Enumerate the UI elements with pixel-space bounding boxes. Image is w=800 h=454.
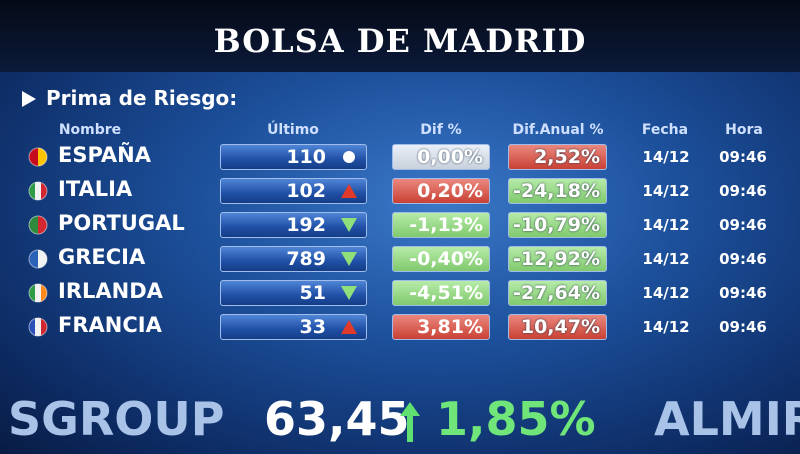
ultimo-value: 102 xyxy=(286,180,326,202)
ultimo-value: 33 xyxy=(299,316,326,338)
ultimo-box: 51 xyxy=(220,280,367,306)
hora: 09:46 xyxy=(719,318,767,336)
trend-icon xyxy=(341,252,357,266)
dif-box: 0,00% xyxy=(392,144,490,170)
trend-icon xyxy=(343,151,355,163)
country-name: FRANCIA xyxy=(58,313,162,337)
fecha: 14/12 xyxy=(642,250,690,268)
dif-value: -4,51% xyxy=(409,282,483,304)
dif-value: -0,40% xyxy=(409,248,483,270)
ticker-right: ALMIR xyxy=(654,392,800,446)
ultimo-box: 102 xyxy=(220,178,367,204)
country-name: GRECIA xyxy=(58,245,146,269)
anual-value: -10,79% xyxy=(512,214,600,236)
flag-icon xyxy=(28,317,48,337)
fecha: 14/12 xyxy=(642,216,690,234)
ultimo-value: 51 xyxy=(299,282,326,304)
column-header: Fecha xyxy=(641,122,689,138)
country-name: ITALIA xyxy=(58,177,133,201)
ultimo-value: 789 xyxy=(286,248,326,270)
dif-value: -1,13% xyxy=(409,214,483,236)
section-arrow xyxy=(22,91,36,107)
header-band xyxy=(0,0,800,72)
ultimo-box: 33 xyxy=(220,314,367,340)
hora: 09:46 xyxy=(719,216,767,234)
hora: 09:46 xyxy=(719,182,767,200)
dif-box: 3,81% xyxy=(392,314,490,340)
trend-icon xyxy=(341,320,357,334)
ultimo-box: 192 xyxy=(220,212,367,238)
anual-value: -12,92% xyxy=(512,248,600,270)
dif-box: -0,40% xyxy=(392,246,490,272)
dif-box: -1,13% xyxy=(392,212,490,238)
ultimo-value: 192 xyxy=(286,214,326,236)
dif-value: 0,00% xyxy=(417,146,483,168)
ticker-left: SGROUP xyxy=(8,392,225,446)
column-header: Nombre xyxy=(58,122,122,138)
ticker: SGROUP 63,45 1,85% ALMIR xyxy=(0,392,800,454)
anual-box: -27,64% xyxy=(508,280,607,306)
anual-box: 2,52% xyxy=(508,144,607,170)
anual-box: -12,92% xyxy=(508,246,607,272)
anual-value: -24,18% xyxy=(512,180,600,202)
ultimo-box: 789 xyxy=(220,246,367,272)
country-name: IRLANDA xyxy=(58,279,163,303)
trend-icon xyxy=(341,184,357,198)
flag-icon xyxy=(28,215,48,235)
flag-icon xyxy=(28,249,48,269)
fecha: 14/12 xyxy=(642,148,690,166)
fecha: 14/12 xyxy=(642,318,690,336)
flag-icon xyxy=(28,147,48,167)
section-title: Prima de Riesgo: xyxy=(46,86,238,110)
column-header: Último xyxy=(267,122,319,138)
hora: 09:46 xyxy=(719,148,767,166)
column-header: Hora xyxy=(725,122,763,138)
hora: 09:46 xyxy=(719,284,767,302)
dif-box: 0,20% xyxy=(392,178,490,204)
ticker-arrow xyxy=(400,402,420,442)
hora: 09:46 xyxy=(719,250,767,268)
fecha: 14/12 xyxy=(642,284,690,302)
anual-value: 10,47% xyxy=(520,316,600,338)
flag-icon xyxy=(28,181,48,201)
ultimo-box: 110 xyxy=(220,144,367,170)
trend-icon xyxy=(341,218,357,232)
column-header: Dif.Anual % xyxy=(512,122,604,138)
flag-icon xyxy=(28,283,48,303)
dif-value: 3,81% xyxy=(417,316,483,338)
ultimo-value: 110 xyxy=(286,146,326,168)
trend-icon xyxy=(341,286,357,300)
anual-box: -10,79% xyxy=(508,212,607,238)
anual-box: 10,47% xyxy=(508,314,607,340)
column-header: Dif % xyxy=(420,122,462,138)
board-title: BOLSA DE MADRID xyxy=(213,22,587,60)
dif-box: -4,51% xyxy=(392,280,490,306)
dif-value: 0,20% xyxy=(417,180,483,202)
fecha: 14/12 xyxy=(642,182,690,200)
anual-value: -27,64% xyxy=(512,282,600,304)
country-name: ESPAÑA xyxy=(58,143,152,167)
anual-box: -24,18% xyxy=(508,178,607,204)
ticker-price: 63,45 xyxy=(264,392,410,446)
anual-value: 2,52% xyxy=(534,146,600,168)
ticker-change: 1,85% xyxy=(436,392,596,446)
country-name: PORTUGAL xyxy=(58,211,185,235)
